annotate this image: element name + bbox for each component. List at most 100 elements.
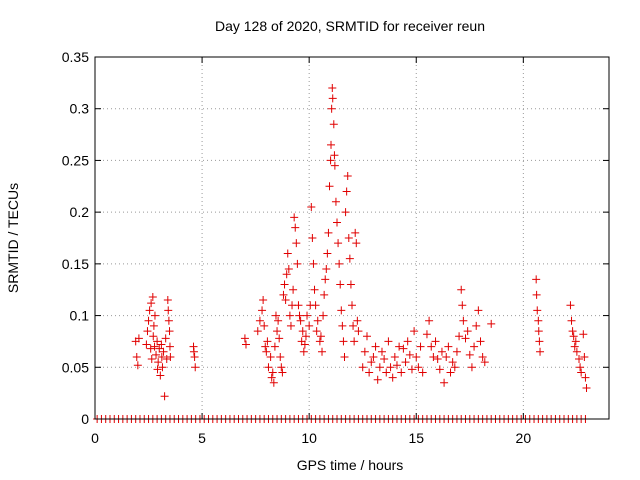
data-point [146, 344, 155, 353]
data-point [373, 375, 382, 384]
data-point [190, 352, 199, 361]
data-point [416, 342, 425, 351]
data-point [155, 344, 164, 353]
data-point [358, 363, 367, 372]
data-point [338, 321, 347, 330]
data-point [446, 368, 455, 377]
data-point [261, 342, 270, 351]
data-point [401, 358, 410, 367]
data-point [147, 299, 156, 308]
data-point [567, 316, 576, 325]
data-point [470, 342, 479, 351]
data-point [165, 342, 174, 351]
data-point [259, 296, 268, 305]
data-point [298, 327, 307, 336]
data-point [284, 265, 293, 274]
data-point [240, 334, 249, 343]
data-point [166, 352, 175, 361]
data-point [410, 327, 419, 336]
data-point [143, 327, 152, 336]
data-point [343, 171, 352, 180]
data-point [395, 342, 404, 351]
data-point [534, 327, 543, 336]
data-point [315, 337, 324, 346]
data-point [157, 352, 166, 361]
data-point [160, 392, 169, 401]
data-point [267, 373, 276, 382]
data-point [340, 352, 349, 361]
data-point [339, 337, 348, 346]
data-point [431, 337, 440, 346]
data-point [569, 332, 578, 341]
data-point [305, 321, 314, 330]
data-point [350, 337, 359, 346]
data-point [427, 342, 436, 351]
data-point [386, 363, 395, 372]
data-point [308, 234, 317, 242]
data-point [345, 254, 354, 263]
data-point [474, 306, 483, 315]
data-point [414, 363, 423, 372]
data-point [384, 337, 393, 346]
data-point [582, 383, 591, 392]
data-point [433, 355, 442, 364]
data-point [535, 337, 544, 346]
data-point [348, 301, 356, 310]
data-point [253, 327, 262, 336]
data-point [294, 301, 303, 310]
data-point [260, 321, 269, 330]
data-point [164, 306, 173, 315]
y-tick-label: 0.1 [70, 308, 90, 324]
data-point [280, 280, 289, 289]
data-point [191, 363, 200, 372]
data-point [536, 347, 545, 356]
data-point [365, 368, 374, 377]
data-point [268, 368, 277, 377]
data-point [407, 365, 416, 374]
data-point [150, 342, 159, 351]
data-point [325, 182, 334, 191]
data-point [165, 327, 174, 336]
data-point [310, 285, 319, 294]
data-point [295, 311, 304, 320]
data-point [335, 259, 344, 268]
data-point [353, 316, 362, 325]
data-point [307, 202, 316, 211]
data-point [346, 280, 355, 289]
data-point [459, 316, 468, 325]
data-point [269, 378, 278, 387]
data-point [577, 368, 586, 377]
data-point [336, 280, 345, 289]
data-point [270, 342, 279, 351]
data-point [327, 104, 336, 113]
data-point [388, 373, 397, 382]
data-point [262, 347, 271, 356]
data-point [405, 350, 414, 359]
data-point [328, 84, 337, 93]
data-point [487, 319, 496, 328]
data-point [162, 355, 171, 364]
data-point [189, 347, 198, 356]
data-point [412, 352, 421, 361]
data-point [463, 327, 472, 336]
data-point [282, 270, 291, 279]
data-point [568, 327, 577, 336]
data-point [566, 301, 575, 310]
data-point [134, 334, 143, 343]
data-point [377, 347, 386, 356]
data-point [342, 187, 351, 196]
data-point [425, 316, 434, 325]
data-point [289, 285, 298, 294]
data-point [375, 363, 384, 372]
data-point [156, 371, 165, 380]
data-point [273, 327, 282, 336]
data-point [448, 358, 457, 367]
data-point [575, 355, 584, 364]
data-point [580, 352, 589, 361]
data-point [163, 296, 172, 305]
data-point [467, 363, 476, 372]
y-tick-label: 0.2 [70, 204, 90, 220]
